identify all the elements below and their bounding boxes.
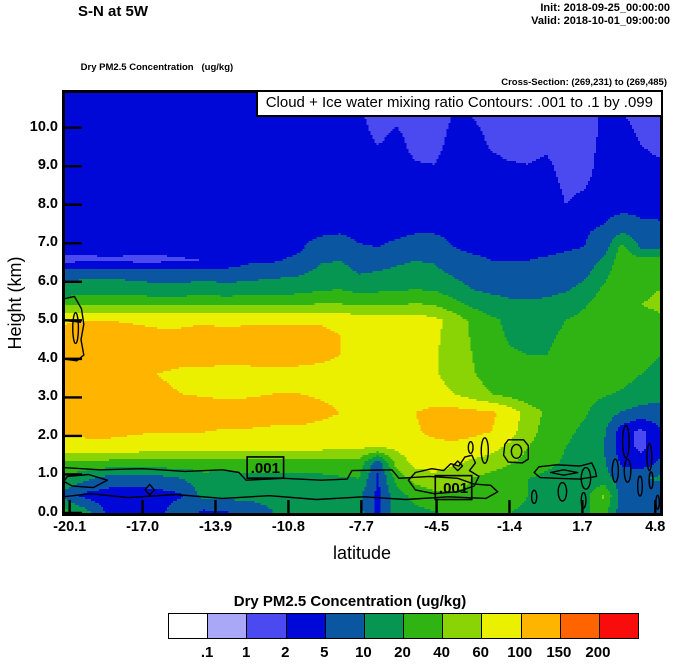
x-tick-label: 1.7 [572,519,593,535]
y-tick-label: 1.0 [37,465,58,482]
timestamps: Init: 2018-09-25_00:00:00 Valid: 2018-10… [531,2,670,28]
colorbar-tick-label: 60 [472,644,489,661]
colorbar-cell [599,614,639,638]
x-tick-label: -4.5 [424,519,450,535]
colorbar-tick-label: 5 [320,644,329,661]
colorbar-cell [482,614,522,638]
colorbar-tick-label: 40 [433,644,450,661]
y-tick-label: 4.0 [37,349,58,366]
y-tick-label: 7.0 [37,234,58,251]
colorbar-tick-label: 20 [394,644,411,661]
y-tick-label: 2.0 [37,426,58,443]
colorbar-tick-label: 150 [546,644,572,661]
colorbar-cell [286,614,326,638]
field-label-pm25: Dry PM2.5 Concentration (ug/kg) [78,62,234,73]
colorbar-cell [521,614,561,638]
colorbar-cell [560,614,600,638]
y-tick-label: 8.0 [37,195,58,212]
x-tick-label: 4.8 [645,519,666,535]
x-tick-label: -7.7 [348,519,374,535]
colorbar-tick-label: 1 [241,644,251,661]
colorbar-tick-label: 200 [585,644,611,661]
y-tick-label: 0.0 [37,504,58,520]
x-axis-label: latitude [332,543,392,563]
y-tick-label: 9.0 [37,157,58,174]
valid-timestamp: Valid: 2018-10-01_09:00:00 [531,15,670,27]
contour-field-canvas [65,93,660,513]
y-tick-label: 10.0 [29,118,58,135]
x-tick-label: -20.1 [53,519,87,535]
contour-info-text: Cloud + Ice water mixing ratio Contours:… [265,94,653,111]
y-tick-label: 5.0 [37,311,58,328]
colorbar [168,613,639,639]
colorbar-tick-label: 100 [507,644,533,661]
colorbar-title: Dry PM2.5 Concentration (ug/kg) [233,593,467,610]
colorbar-cell [443,614,483,638]
plot-area: .001.001 Cloud + Ice water mixing ratio … [62,90,663,516]
colorbar-tick-label: 2 [281,644,290,661]
colorbar-cell [364,614,405,638]
init-timestamp: Init: 2018-09-25_00:00:00 [540,2,670,14]
colorbar-cell [325,614,365,638]
figure-title: S-N at 5W [78,3,149,20]
cross-section-label: Cross-Section: (269,231) to (269,485) [501,77,667,88]
colorbar-tick-label: .1 [200,644,214,661]
colorbar-tick-label: 10 [355,644,372,661]
colorbar-cell [404,614,444,638]
colorbar-cell [247,614,287,638]
x-tick-label: -17.0 [126,519,160,535]
x-tick-label: -13.9 [198,519,233,535]
x-tick-label: -10.8 [271,519,305,535]
colorbar-cell [208,614,248,638]
y-tick-label: 6.0 [37,272,58,289]
contour-info-box: Cloud + Ice water mixing ratio Contours:… [255,90,663,117]
x-tick-label: -1.4 [496,519,522,535]
colorbar-cell [169,614,209,638]
y-tick-label: 3.0 [37,388,58,405]
